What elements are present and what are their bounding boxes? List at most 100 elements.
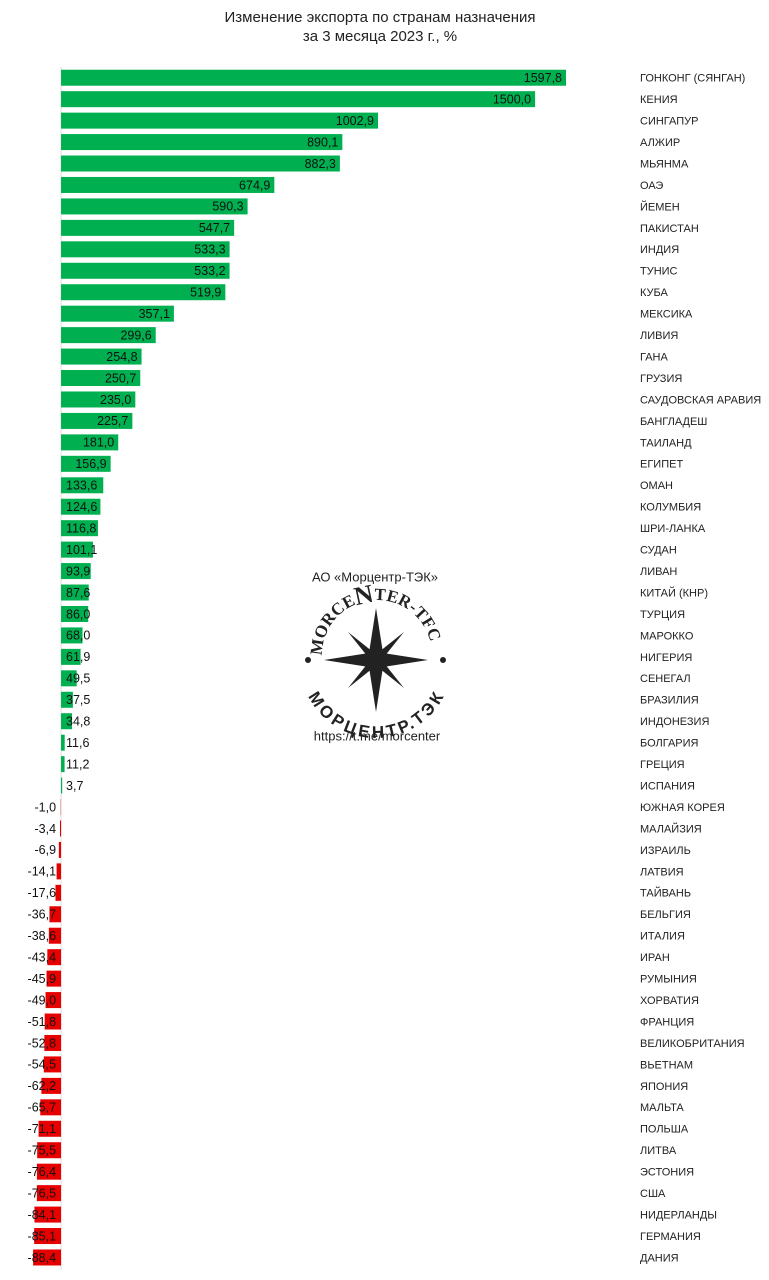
dot bbox=[440, 657, 446, 663]
category-label: ВЬЕТНАМ bbox=[640, 1059, 693, 1071]
value-label: 124,6 bbox=[66, 500, 97, 514]
value-label: 882,3 bbox=[305, 157, 336, 171]
bar bbox=[61, 370, 141, 387]
bar bbox=[61, 756, 65, 773]
category-label: ГОНКОНГ (СЯНГАН) bbox=[640, 73, 745, 85]
category-label: США bbox=[640, 1188, 666, 1200]
category-label: ТАЙВАНЬ bbox=[640, 887, 691, 900]
bar bbox=[61, 284, 226, 301]
bar bbox=[38, 1120, 62, 1137]
value-label: -51,8 bbox=[28, 1015, 57, 1029]
category-label: ТУНИС bbox=[640, 266, 678, 278]
category-label: ЛИТВА bbox=[640, 1145, 677, 1157]
bar bbox=[61, 69, 567, 86]
category-label: ТАИЛАНД bbox=[640, 437, 692, 449]
category-label: ЛАТВИЯ bbox=[640, 866, 684, 878]
bar bbox=[61, 412, 133, 429]
value-label: 181,0 bbox=[83, 436, 114, 450]
value-label: 101,1 bbox=[66, 543, 97, 557]
category-label: КИТАЙ (КНР) bbox=[640, 586, 708, 599]
watermark: АО «Морцентр-ТЭК» MORCENTER-TFC МОРЦЕНТР… bbox=[304, 569, 446, 743]
bar bbox=[61, 541, 93, 558]
category-label: ЭСТОНИЯ bbox=[640, 1167, 694, 1179]
category-label: ОМАН bbox=[640, 480, 673, 492]
category-label: КЕНИЯ bbox=[640, 94, 678, 106]
category-label: ВЕЛИКОБРИТАНИЯ bbox=[640, 1038, 745, 1050]
chart-subtitle: за 3 месяца 2023 г., % bbox=[303, 28, 457, 45]
category-label: ИЗРАИЛЬ bbox=[640, 845, 691, 857]
bar bbox=[61, 112, 378, 129]
value-label: -3,4 bbox=[34, 822, 56, 836]
bar bbox=[61, 648, 81, 665]
value-label: -76,5 bbox=[28, 1186, 57, 1200]
bar bbox=[61, 262, 230, 279]
value-label: -6,9 bbox=[34, 843, 56, 857]
bar bbox=[46, 970, 62, 987]
value-label: 225,7 bbox=[97, 414, 128, 428]
value-label: 86,0 bbox=[66, 607, 90, 621]
value-label: -62,2 bbox=[28, 1079, 57, 1093]
bar bbox=[61, 627, 83, 644]
value-label: 533,2 bbox=[194, 264, 225, 278]
value-label: -17,6 bbox=[28, 886, 57, 900]
bar bbox=[61, 455, 111, 472]
value-label: 547,7 bbox=[199, 221, 230, 235]
value-label: 590,3 bbox=[212, 200, 243, 214]
value-label: -52,8 bbox=[28, 1036, 57, 1050]
category-label: НИДЕРЛАНДЫ bbox=[640, 1209, 717, 1221]
value-label: -71,1 bbox=[28, 1122, 57, 1136]
bar bbox=[61, 477, 104, 494]
bar bbox=[34, 1206, 62, 1223]
category-label: ИСПАНИЯ bbox=[640, 780, 695, 792]
bar bbox=[61, 434, 119, 451]
category-label: КУБА bbox=[640, 287, 668, 299]
value-label: 61,9 bbox=[66, 650, 90, 664]
category-label: МЬЯНМА bbox=[640, 158, 689, 170]
value-label: 1500,0 bbox=[493, 92, 531, 106]
category-label: ОАЭ bbox=[640, 180, 663, 192]
bar bbox=[49, 906, 62, 923]
category-label: ИТАЛИЯ bbox=[640, 931, 685, 943]
value-label: -88,4 bbox=[28, 1251, 57, 1265]
category-label: ШРИ-ЛАНКА bbox=[640, 523, 706, 535]
bar bbox=[61, 520, 98, 537]
value-label: 68,0 bbox=[66, 629, 90, 643]
watermark-url: https://t.me/morcenter bbox=[314, 728, 441, 743]
category-label: СЕНЕГАЛ bbox=[640, 673, 691, 685]
category-label: ГЕРМАНИЯ bbox=[640, 1231, 701, 1243]
category-label: ГРУЗИЯ bbox=[640, 373, 682, 385]
value-label: -1,0 bbox=[34, 800, 56, 814]
category-label: ХОРВАТИЯ bbox=[640, 995, 699, 1007]
category-label: БАНГЛАДЕШ bbox=[640, 416, 707, 428]
bar bbox=[59, 820, 62, 837]
value-label: -14,1 bbox=[28, 865, 57, 879]
bar bbox=[34, 1228, 62, 1245]
bar bbox=[61, 713, 73, 730]
bar bbox=[58, 841, 62, 858]
category-label: ЛИВАН bbox=[640, 566, 677, 578]
category-label: РУМЫНИЯ bbox=[640, 974, 697, 986]
bar bbox=[61, 563, 91, 580]
value-label: -75,5 bbox=[28, 1144, 57, 1158]
bar bbox=[61, 348, 142, 365]
bar bbox=[55, 884, 62, 901]
bar bbox=[61, 584, 89, 601]
category-label: БЕЛЬГИЯ bbox=[640, 909, 691, 921]
value-label: 34,8 bbox=[66, 715, 90, 729]
arc-left: MORCE bbox=[306, 590, 358, 656]
value-label: -45,9 bbox=[28, 972, 57, 986]
category-label: ПОЛЬША bbox=[640, 1124, 689, 1136]
category-label: СИНГАПУР bbox=[640, 116, 698, 128]
bar bbox=[37, 1142, 62, 1159]
value-label: -85,1 bbox=[28, 1229, 57, 1243]
category-label: КОЛУМБИЯ bbox=[640, 502, 701, 514]
value-label: -65,7 bbox=[28, 1101, 57, 1115]
value-label: 519,9 bbox=[190, 286, 221, 300]
category-label: ГАНА bbox=[640, 351, 669, 363]
category-label: ЙЕМЕН bbox=[640, 200, 680, 213]
category-label: ГРЕЦИЯ bbox=[640, 759, 685, 771]
category-label: МЕКСИКА bbox=[640, 309, 693, 321]
bar bbox=[44, 1034, 62, 1051]
arc-right: TER-TFC bbox=[374, 585, 445, 645]
